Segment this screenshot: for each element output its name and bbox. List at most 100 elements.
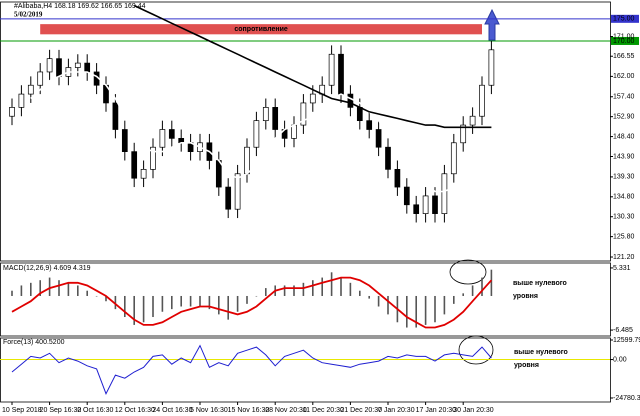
candle-body — [84, 62, 91, 73]
macd-bar — [199, 295, 201, 307]
candle-body — [215, 160, 222, 188]
macd-bar — [30, 282, 32, 296]
y-tick-label: -6.485 — [613, 327, 633, 334]
x-tick-label: 5 Nov 16:30 — [190, 407, 228, 414]
candle-body — [366, 120, 373, 130]
candle-body — [74, 62, 81, 68]
up-arrow — [484, 8, 500, 41]
chart-title: #Alibaba,H4 168.18 169.62 166.65 169.44 — [14, 3, 146, 10]
panel-frame — [0, 337, 611, 403]
level-tag — [611, 14, 639, 23]
macd-bar — [302, 282, 305, 296]
candle-body — [356, 107, 363, 122]
macd-bar — [330, 272, 333, 296]
macd-bar — [265, 288, 267, 296]
candle-body — [479, 84, 485, 117]
macd-bar — [293, 285, 295, 296]
macd-bar — [434, 295, 436, 323]
y-tick-label: -24780.32 — [613, 395, 640, 402]
macd-bar — [462, 293, 464, 296]
candle-body — [131, 151, 138, 179]
annotation: выше нулевого — [514, 349, 568, 356]
panel-frame — [0, 1, 611, 262]
macd-bar — [208, 295, 211, 310]
candle-body — [272, 107, 279, 130]
candle-body — [37, 71, 44, 86]
x-tick-label: 7 Jan 20:30 — [378, 407, 415, 414]
macd-bar — [142, 295, 145, 323]
candle-body — [27, 84, 34, 95]
x-tick-label: 20 Sep 16:30 — [40, 407, 82, 414]
macd-bar — [340, 277, 342, 296]
macd-bar — [246, 295, 248, 304]
force-line — [11, 344, 492, 395]
macd-bar — [415, 295, 417, 328]
y-tick-label: 148.40 — [613, 133, 635, 140]
macd-bar — [189, 295, 192, 307]
resistance-zone — [40, 24, 482, 35]
candle-body — [309, 93, 316, 104]
panel-title: Force(13) 400.5200 — [3, 339, 65, 346]
y-tick-label: 171.00 — [613, 33, 635, 40]
candle-body — [150, 146, 156, 170]
y-tick-label: 157.40 — [613, 94, 635, 101]
macd-bar — [471, 285, 474, 296]
y-tick-label: 143.90 — [613, 153, 635, 160]
candle-body — [121, 129, 128, 152]
candle-body — [300, 102, 307, 126]
macd-bar — [39, 280, 41, 296]
y-tick-label: 139.30 — [613, 174, 635, 181]
y-tick-label: 12599.79 — [613, 337, 640, 344]
candle-body — [225, 186, 232, 210]
macd-bar — [368, 295, 370, 299]
moving-average — [133, 4, 492, 129]
macd-bar — [312, 280, 314, 296]
candle-body — [385, 146, 391, 170]
candle-body — [291, 124, 297, 139]
annotation: уровня — [514, 362, 539, 369]
macd-bar — [77, 285, 79, 296]
x-tick-label: 30 Jan 20:30 — [453, 407, 494, 414]
candle-body — [413, 204, 420, 214]
macd-bar — [152, 295, 154, 318]
macd-bar — [453, 295, 455, 304]
candle-body — [9, 107, 15, 117]
candle-body — [338, 53, 344, 95]
x-tick-label: 10 Sep 2018 — [2, 407, 42, 414]
candle-body — [469, 115, 476, 126]
x-tick-label: 28 Nov 20:30 — [265, 407, 307, 414]
y-tick-label: 166.55 — [613, 53, 635, 60]
candle-body — [168, 129, 175, 139]
macd-bar — [95, 295, 98, 297]
level-label: 175.00 — [613, 16, 635, 23]
y-tick-label: 125.80 — [613, 233, 635, 240]
annotation: выше нулевого — [513, 280, 567, 287]
macd-bar — [171, 295, 173, 310]
macd-bar — [387, 295, 389, 315]
candle-body — [403, 186, 410, 206]
macd-bar — [67, 282, 70, 296]
macd-bar — [490, 269, 493, 296]
candle-body — [112, 102, 119, 130]
x-tick-label: 21 Dec 20:30 — [340, 407, 382, 414]
zone-label: сопротивление — [234, 26, 287, 33]
macd-bar — [321, 277, 323, 296]
macd-bar — [218, 295, 220, 315]
macd-bar — [124, 295, 126, 318]
macd-bar — [180, 295, 182, 307]
macd-bar — [86, 290, 88, 296]
panel-frame — [0, 262, 611, 337]
candle-body — [244, 146, 250, 175]
x-tick-label: 11 Dec 20:30 — [303, 407, 344, 414]
candle-body — [394, 169, 401, 188]
macd-bar — [227, 295, 229, 320]
macd-bar — [11, 290, 13, 296]
panel-title: MACD(12,26,9) 4.609 4.319 — [3, 265, 91, 272]
x-tick-label: 12 Oct 16:30 — [115, 407, 155, 414]
candle-body — [375, 129, 382, 148]
macd-bar — [105, 295, 107, 302]
macd-bar — [255, 295, 258, 297]
